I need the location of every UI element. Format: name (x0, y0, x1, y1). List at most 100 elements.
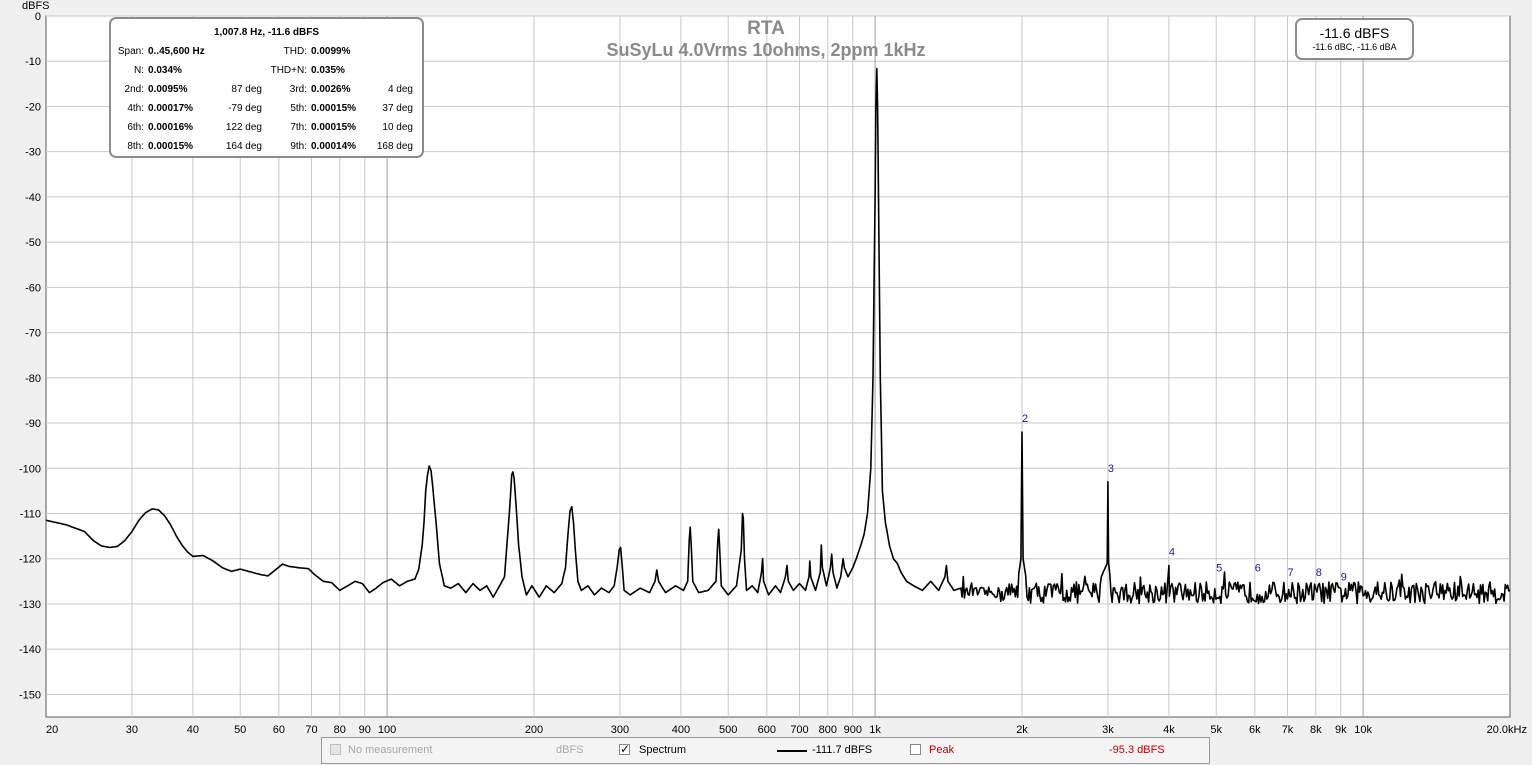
spectrum-trace (45, 67, 1511, 605)
peak-checkbox[interactable] (910, 744, 921, 755)
y-tick-label: -80 (25, 373, 41, 385)
h5-value: 0.00015% (311, 103, 357, 114)
x-tick-label: 4k (1163, 724, 1175, 735)
stats-row-h8-h9: 8th: 0.00015% 164 deg 9th: 0.00014% 168 … (111, 141, 422, 155)
x-axis-ticks: 20 30 40 50 60 70 80 90 100 200 300 400 500 600 700 800… (46, 724, 1527, 735)
harmonic-label-5: 5 (1216, 562, 1222, 574)
harmonic-label-9: 9 (1341, 571, 1347, 583)
h6-value: 0.00016% (148, 122, 194, 133)
h5-phase: 37 deg (382, 103, 413, 114)
x-tick-label: 100 (378, 724, 396, 735)
y-tick-label: -10 (25, 56, 41, 68)
y-tick-label: -150 (19, 689, 41, 701)
y-tick-label: -130 (19, 599, 41, 611)
x-tick-label: 700 (790, 724, 808, 735)
x-tick-label: 2k (1016, 724, 1028, 735)
thd-value: 0.0099% (311, 46, 351, 57)
h7-label: 7th: (290, 122, 307, 133)
y-tick-label: -120 (19, 554, 41, 566)
harmonic-label-4: 4 (1169, 546, 1175, 558)
x-tick-label: 800 (819, 724, 837, 735)
span-label: Span: (117, 46, 144, 57)
x-tick-label: 3k (1102, 724, 1114, 735)
stats-row-h4-h5: 4th: 0.00017% -79 deg 5th: 0.00015% 37 d… (111, 103, 422, 117)
h7-phase: 10 deg (382, 122, 413, 133)
stats-row-h2-h3: 2nd: 0.0095% 87 deg 3rd: 0.0026% 4 deg (111, 84, 422, 98)
no-measurement-checkbox[interactable] (330, 744, 341, 755)
spectrum-label: Spectrum (639, 744, 687, 756)
h9-value: 0.00014% (311, 141, 357, 152)
stats-row-h6-h7: 6th: 0.00016% 122 deg 7th: 0.00015% 10 d… (111, 122, 422, 136)
noise-label: N: (134, 65, 144, 76)
y-tick-label: -140 (19, 644, 41, 656)
h6-label: 6th: (127, 122, 144, 133)
x-tick-label: 900 (844, 724, 862, 735)
y-axis-ticks: 0 -10 -20 -30 -40 -50 -60 -70 -80 -90 -100 -110 -120… (19, 11, 41, 701)
y-tick-label: 0 (35, 11, 41, 23)
y-axis-unit-label: dBFS (22, 0, 50, 12)
h3-value: 0.0026% (311, 84, 351, 95)
y-tick-label: -70 (25, 328, 41, 340)
spectrum-value: -111.7 dBFS (812, 744, 873, 756)
h9-phase: 168 deg (376, 141, 413, 152)
span-value: 0..45,600 Hz (148, 46, 205, 57)
x-tick-label: 9k (1335, 724, 1347, 735)
peak-value: -95.3 dBFS (1109, 744, 1165, 756)
y-tick-label: -50 (25, 237, 41, 249)
harmonic-label-2: 2 (1022, 413, 1028, 425)
level-dbfs: -11.6 dBFS (1319, 25, 1390, 41)
legend-unit-label: dBFS (556, 744, 584, 756)
x-tick-label: 500 (719, 724, 737, 735)
x-tick-label: 50 (234, 724, 246, 735)
thd-label: THD: (283, 46, 307, 57)
h5-label: 5th: (290, 103, 307, 114)
legend-bar: No measurement dBFS ✓ Spectrum -111.7 dB… (321, 737, 1210, 764)
harmonic-label-8: 8 (1316, 567, 1322, 579)
thdn-value: 0.035% (311, 65, 345, 76)
h3-phase: 4 deg (387, 84, 413, 95)
stats-row-noise: N: 0.034% THD+N: 0.035% (111, 65, 422, 79)
x-tick-label: 20.0kHz (1487, 724, 1527, 735)
x-tick-label: 7k (1282, 724, 1294, 735)
h2-label: 2nd: (124, 84, 144, 95)
x-tick-label: 6k (1249, 724, 1261, 735)
x-tick-label: 5k (1210, 724, 1222, 735)
x-tick-label: 1k (869, 724, 881, 735)
x-tick-label: 70 (305, 724, 317, 735)
y-tick-label: -60 (25, 282, 41, 294)
x-tick-label: 80 (334, 724, 346, 735)
distortion-stats-panel[interactable]: 1,007.8 Hz, -11.6 dBFS Span: 0..45,600 H… (109, 17, 424, 158)
x-tick-label: 10k (1354, 724, 1372, 735)
noise-value: 0.034% (148, 65, 182, 76)
x-tick-label: 200 (525, 724, 543, 735)
thdn-label: THD+N: (270, 65, 307, 76)
peak-label: Peak (929, 744, 955, 756)
y-tick-label: -20 (25, 101, 41, 113)
h8-label: 8th: (127, 141, 144, 152)
h7-value: 0.00015% (311, 122, 357, 133)
h4-value: 0.00017% (148, 103, 194, 114)
y-tick-label: -30 (25, 147, 41, 159)
level-readout-panel[interactable]: -11.6 dBFS -11.6 dBC, -11.6 dBA (1295, 18, 1414, 60)
no-measurement-label: No measurement (348, 744, 433, 756)
x-tick-label: 20 (46, 724, 58, 735)
harmonic-label-3: 3 (1108, 463, 1114, 475)
y-tick-label: -40 (25, 192, 41, 204)
h6-phase: 122 deg (225, 122, 262, 133)
harmonic-label-7: 7 (1287, 567, 1293, 579)
x-tick-label: 30 (126, 724, 138, 735)
h4-label: 4th: (127, 103, 144, 114)
x-tick-label: 8k (1310, 724, 1322, 735)
x-tick-label: 40 (187, 724, 199, 735)
h8-phase: 164 deg (225, 141, 262, 152)
harmonic-label-6: 6 (1255, 562, 1261, 574)
check-icon: ✓ (620, 742, 631, 756)
x-tick-label: 400 (672, 724, 690, 735)
h4-phase: -79 deg (228, 103, 262, 114)
stats-row-span: Span: 0..45,600 Hz THD: 0.0099% (111, 46, 422, 60)
chart-title: RTA (747, 18, 785, 39)
h8-value: 0.00015% (148, 141, 194, 152)
x-tick-label: 600 (758, 724, 776, 735)
x-tick-label: 300 (611, 724, 629, 735)
spectrum-checkbox[interactable]: ✓ (619, 742, 631, 756)
